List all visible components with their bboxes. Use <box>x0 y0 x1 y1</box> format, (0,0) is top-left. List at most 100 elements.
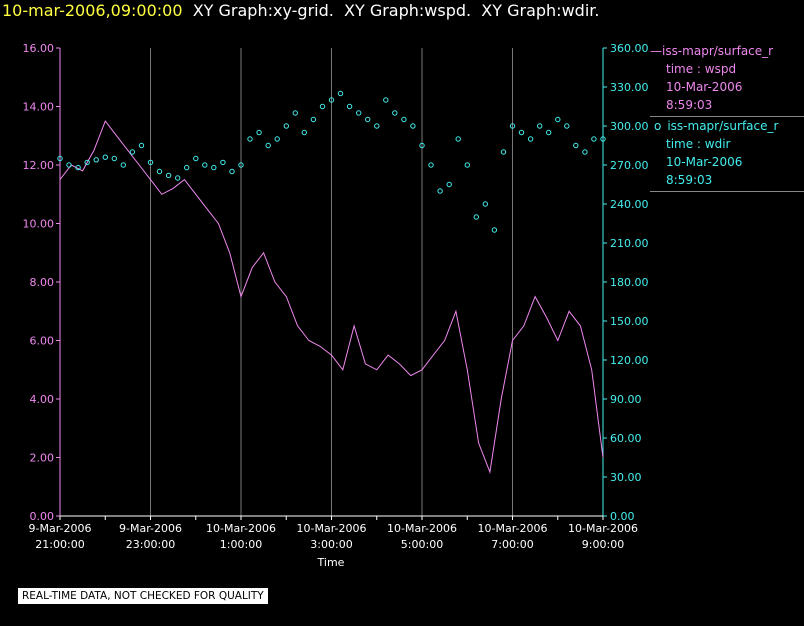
graph-title-2: XY Graph:wspd. <box>344 1 472 20</box>
x-tick-date: 10-Mar-2006 <box>568 522 638 535</box>
circle-symbol-icon: o <box>654 119 662 133</box>
wdir-point <box>111 155 118 162</box>
right-tick-label: 270.00 <box>610 159 649 172</box>
legend-wdir-var: time : wdir <box>666 137 731 151</box>
wdir-point <box>537 123 543 129</box>
wdir-point <box>247 136 253 142</box>
wdir-point <box>518 129 525 136</box>
wdir-point <box>491 227 498 233</box>
wdir-point <box>383 97 389 103</box>
wdir-point <box>473 214 479 220</box>
left-tick-label: 16.00 <box>23 42 55 55</box>
x-tick-time: 7:00:00 <box>491 538 533 551</box>
right-tick-label: 30.00 <box>610 471 642 484</box>
series-layer <box>57 90 606 475</box>
legend-wdir-label: o iss-mapr/surface_r <box>650 117 804 135</box>
right-tick-label: 120.00 <box>610 354 649 367</box>
left-tick-label: 10.00 <box>23 218 55 231</box>
right-tick-label: 150.00 <box>610 315 649 328</box>
wdir-point <box>555 116 561 123</box>
line-symbol-icon: — <box>650 44 662 58</box>
x-axis-label: Time <box>317 556 345 569</box>
wdir-point <box>356 110 362 116</box>
wdir-point <box>75 164 81 171</box>
wdir-point <box>66 162 72 168</box>
wdir-point <box>591 136 597 142</box>
left-axis-ticks: 0.00 2.00 4.00 6.00 8.00 10.00 12.00 14.00 16.00 <box>23 42 60 523</box>
wdir-point <box>455 136 461 142</box>
left-tick-label: 12.00 <box>23 159 55 172</box>
wdir-point <box>220 159 226 166</box>
legend-wdir-date: 10-Mar-2006 <box>666 155 743 169</box>
x-tick-date: 9-Mar-2006 <box>119 522 182 535</box>
wdir-point <box>482 201 488 207</box>
left-tick-label: 8.00 <box>30 276 55 289</box>
x-tick-time: 5:00:00 <box>401 538 443 551</box>
x-axis-ticks: 9-Mar-2006 21:00:00 9-Mar-2006 23:00:00 10-M… <box>29 516 638 551</box>
legend-wdir-time: 8:59:03 <box>666 173 713 187</box>
wdir-point <box>437 188 443 194</box>
right-tick-label: 300.00 <box>610 120 649 133</box>
wdir-point <box>310 116 317 123</box>
wdir-point <box>509 123 516 129</box>
wdir-point <box>283 123 289 129</box>
x-tick-time: 3:00:00 <box>310 538 352 551</box>
x-tick-date: 10-Mar-2006 <box>387 522 457 535</box>
wdir-point <box>156 168 163 175</box>
graph-title-1: XY Graph:xy-grid. <box>192 1 334 20</box>
wdir-point <box>337 90 344 97</box>
wdir-point <box>229 168 235 175</box>
right-tick-label: 0.00 <box>610 510 635 523</box>
right-tick-label: 60.00 <box>610 432 642 445</box>
x-tick-date: 10-Mar-2006 <box>206 522 276 535</box>
wspd-line <box>59 120 604 475</box>
wdir-point <box>446 181 452 188</box>
wdir-point <box>184 164 190 171</box>
right-tick-label: 90.00 <box>610 393 642 406</box>
wdir-point <box>392 110 398 116</box>
legend-wspd-time: 8:59:03 <box>666 98 713 112</box>
wdir-point <box>238 162 244 168</box>
header: 10-mar-2006,09:00:00 XY Graph:xy-grid. X… <box>2 0 599 22</box>
wdir-point <box>319 103 326 110</box>
wdir-point <box>573 142 579 149</box>
wdir-point <box>582 149 588 155</box>
wdir-point <box>129 149 136 155</box>
x-tick-time: 23:00:00 <box>126 538 175 551</box>
wdir-point <box>328 97 335 103</box>
legend: —iss-mapr/surface_r time : wspd 10-Mar-2… <box>650 42 804 192</box>
wdir-point <box>274 136 280 142</box>
wdir-point <box>265 142 271 149</box>
wdir-point <box>365 116 371 123</box>
wdir-point <box>401 116 407 123</box>
wdir-point <box>464 162 470 168</box>
wdir-point <box>193 155 199 162</box>
wdir-point <box>410 123 416 129</box>
wdir-point <box>202 162 208 168</box>
right-tick-label: 360.00 <box>610 42 649 55</box>
wdir-point <box>175 175 181 181</box>
wdir-point <box>500 149 507 155</box>
wdir-point <box>600 136 606 142</box>
wdir-point <box>57 155 63 162</box>
wdir-point <box>84 159 90 166</box>
legend-divider <box>650 116 804 117</box>
x-tick-date: 10-Mar-2006 <box>297 522 367 535</box>
x-tick-time: 1:00:00 <box>220 538 262 551</box>
wdir-point <box>165 172 172 179</box>
wdir-point <box>120 162 127 168</box>
quality-note: REAL-TIME DATA, NOT CHECKED FOR QUALITY <box>18 588 268 604</box>
wdir-point <box>428 162 434 168</box>
wdir-point <box>546 129 552 136</box>
wdir-point <box>147 159 154 166</box>
wdir-point <box>346 103 353 110</box>
timestamp: 10-mar-2006,09:00:00 <box>2 1 183 20</box>
legend-wspd-var: time : wspd <box>666 62 737 76</box>
wdir-point <box>256 129 262 136</box>
x-tick-time: 9:00:00 <box>582 538 624 551</box>
wdir-point <box>93 157 99 163</box>
left-tick-label: 4.00 <box>30 393 55 406</box>
wdir-point <box>374 123 380 129</box>
x-tick-date: 10-Mar-2006 <box>478 522 548 535</box>
